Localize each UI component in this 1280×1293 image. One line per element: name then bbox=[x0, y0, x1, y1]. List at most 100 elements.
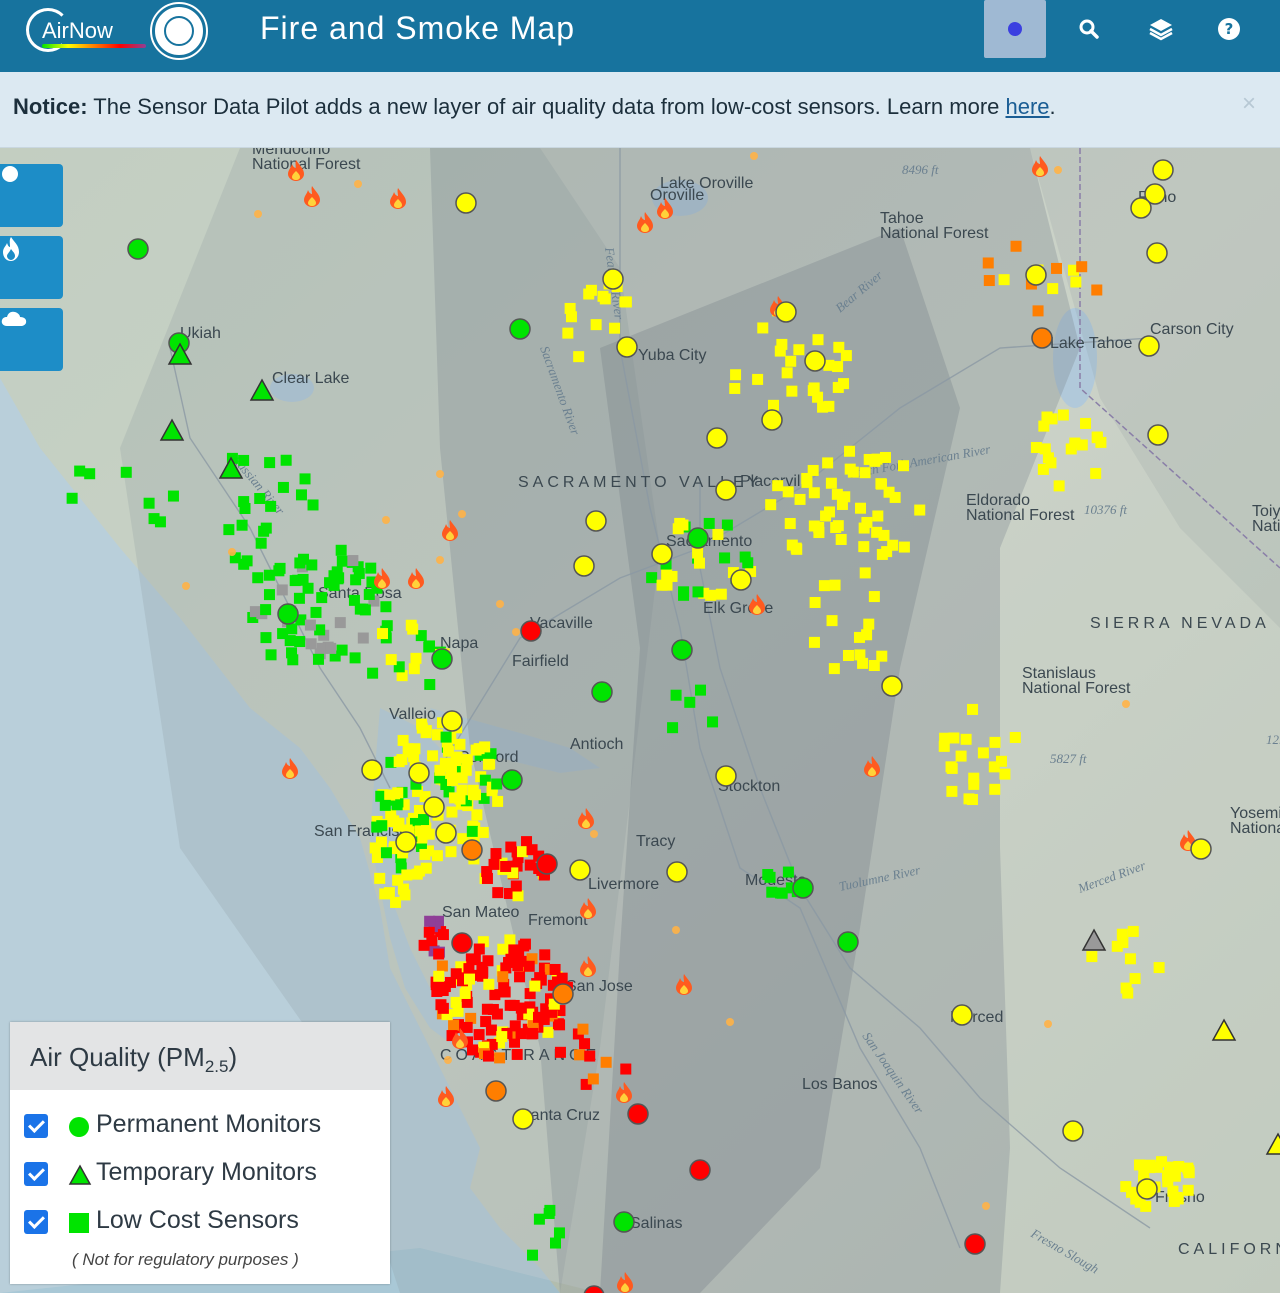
low-cost-sensor-marker[interactable] bbox=[390, 896, 402, 908]
fire-core[interactable] bbox=[1036, 167, 1044, 176]
fire-dot[interactable] bbox=[436, 470, 444, 478]
low-cost-sensor-marker[interactable] bbox=[826, 615, 838, 627]
fire-dot[interactable] bbox=[1044, 1020, 1052, 1028]
low-cost-sensor-marker[interactable] bbox=[367, 667, 379, 679]
low-cost-sensor-marker[interactable] bbox=[1162, 1176, 1174, 1188]
low-cost-sensor-marker[interactable] bbox=[859, 567, 871, 579]
low-cost-sensor-marker[interactable] bbox=[1172, 1193, 1184, 1205]
low-cost-sensor-marker[interactable] bbox=[371, 821, 383, 833]
low-cost-sensor-marker[interactable] bbox=[374, 872, 386, 884]
permanent-monitor-marker[interactable] bbox=[671, 639, 693, 661]
low-cost-sensor-marker[interactable] bbox=[511, 860, 523, 872]
low-cost-sensor-marker[interactable] bbox=[1076, 261, 1088, 273]
permanent-monitor-marker[interactable] bbox=[501, 769, 523, 791]
low-cost-sensor-marker[interactable] bbox=[661, 579, 673, 591]
low-cost-sensor-marker[interactable] bbox=[533, 850, 545, 862]
low-cost-sensor-marker[interactable] bbox=[1124, 953, 1136, 965]
low-cost-sensor-marker[interactable] bbox=[524, 859, 536, 871]
fire-icon[interactable] bbox=[864, 756, 880, 777]
low-cost-sensor-marker[interactable] bbox=[439, 757, 451, 769]
low-cost-sensor-marker[interactable] bbox=[1138, 1166, 1150, 1178]
low-cost-sensor-marker[interactable] bbox=[410, 778, 422, 790]
permanent-monitor-marker[interactable] bbox=[1025, 264, 1047, 286]
low-cost-sensor-marker[interactable] bbox=[832, 361, 844, 373]
permanent-monitor-marker[interactable] bbox=[520, 620, 542, 642]
low-cost-sensor-marker[interactable] bbox=[299, 473, 311, 485]
permanent-monitor-marker[interactable] bbox=[536, 853, 558, 875]
low-cost-sensor-marker[interactable] bbox=[369, 842, 381, 854]
low-cost-sensor-marker[interactable] bbox=[384, 789, 396, 801]
fire-dot[interactable] bbox=[672, 926, 680, 934]
low-cost-sensor-marker[interactable] bbox=[476, 961, 488, 973]
fire-flame[interactable] bbox=[438, 1086, 454, 1107]
low-cost-sensor-marker[interactable] bbox=[443, 786, 455, 798]
low-cost-sensor-marker[interactable] bbox=[277, 628, 289, 640]
low-cost-sensor-marker[interactable] bbox=[529, 980, 541, 992]
low-cost-sensor-marker[interactable] bbox=[512, 960, 524, 972]
low-cost-sensor-marker[interactable] bbox=[229, 552, 241, 564]
low-cost-sensor-marker[interactable] bbox=[469, 954, 481, 966]
low-cost-sensor-marker[interactable] bbox=[399, 889, 411, 901]
fire-flame[interactable] bbox=[408, 568, 424, 589]
fire-dot[interactable] bbox=[982, 1202, 990, 1210]
low-cost-sensor-marker[interactable] bbox=[853, 631, 865, 643]
low-cost-sensor-marker[interactable] bbox=[939, 732, 951, 744]
low-cost-sensor-marker[interactable] bbox=[532, 1011, 544, 1023]
temporary-monitor-marker[interactable] bbox=[1081, 928, 1107, 951]
low-cost-sensor-marker[interactable] bbox=[1086, 951, 1098, 963]
low-cost-sensor-marker[interactable] bbox=[433, 970, 445, 982]
low-cost-sensor-marker[interactable] bbox=[554, 1019, 566, 1031]
low-cost-sensor-marker[interactable] bbox=[1070, 276, 1082, 288]
low-cost-sensor-marker[interactable] bbox=[416, 832, 428, 844]
low-cost-sensor-marker[interactable] bbox=[305, 638, 317, 650]
low-cost-sensor-marker[interactable] bbox=[995, 755, 1007, 767]
location-button[interactable] bbox=[984, 0, 1046, 58]
low-cost-sensor-marker[interactable] bbox=[1045, 457, 1057, 469]
low-cost-sensor-marker[interactable] bbox=[1030, 441, 1042, 453]
fire-icon[interactable] bbox=[617, 1272, 633, 1293]
low-cost-sensor-marker[interactable] bbox=[875, 478, 887, 490]
fire-icon[interactable] bbox=[657, 198, 673, 219]
low-cost-sensor-marker[interactable] bbox=[1076, 439, 1088, 451]
low-cost-sensor-marker[interactable] bbox=[497, 943, 509, 955]
monitors-toggle-button[interactable] bbox=[0, 164, 63, 227]
low-cost-sensor-marker[interactable] bbox=[872, 510, 884, 522]
low-cost-sensor-marker[interactable] bbox=[512, 890, 524, 902]
low-cost-sensor-marker[interactable] bbox=[1057, 409, 1069, 421]
permanent-monitor-marker[interactable] bbox=[775, 301, 797, 323]
low-cost-sensor-marker[interactable] bbox=[450, 755, 462, 767]
low-cost-sensor-marker[interactable] bbox=[84, 468, 96, 480]
fire-dot[interactable] bbox=[444, 1056, 452, 1064]
temporary-monitor-marker[interactable] bbox=[1265, 1132, 1280, 1155]
low-cost-sensor-marker[interactable] bbox=[447, 775, 459, 787]
low-cost-sensor-marker[interactable] bbox=[379, 888, 391, 900]
low-cost-sensor-marker[interactable] bbox=[1053, 480, 1065, 492]
low-cost-sensor-marker[interactable] bbox=[482, 758, 494, 770]
low-cost-sensor-marker[interactable] bbox=[488, 858, 500, 870]
low-cost-sensor-marker[interactable] bbox=[468, 832, 480, 844]
low-cost-sensor-marker[interactable] bbox=[1090, 467, 1102, 479]
low-cost-sensor-marker[interactable] bbox=[154, 516, 166, 528]
low-cost-sensor-marker[interactable] bbox=[482, 955, 494, 967]
low-cost-sensor-marker[interactable] bbox=[503, 887, 515, 899]
low-cost-sensor-marker[interactable] bbox=[948, 732, 960, 744]
permanent-monitor-marker[interactable] bbox=[423, 796, 445, 818]
low-cost-sensor-marker[interactable] bbox=[785, 355, 797, 367]
permanent-monitor-marker[interactable] bbox=[585, 510, 607, 532]
low-cost-sensor-marker[interactable] bbox=[858, 522, 870, 534]
low-cost-sensor-marker[interactable] bbox=[454, 738, 466, 750]
low-cost-sensor-marker[interactable] bbox=[461, 996, 473, 1008]
low-cost-sensor-marker[interactable] bbox=[349, 652, 361, 664]
low-cost-sensor-marker[interactable] bbox=[366, 576, 378, 588]
low-cost-sensor-marker[interactable] bbox=[492, 795, 504, 807]
fire-core[interactable] bbox=[641, 223, 649, 232]
fire-flame[interactable] bbox=[304, 186, 320, 207]
low-cost-sensor-marker[interactable] bbox=[508, 999, 520, 1011]
low-cost-sensor-marker[interactable] bbox=[415, 630, 427, 642]
low-cost-sensor-marker[interactable] bbox=[793, 344, 805, 356]
low-cost-sensor-marker[interactable] bbox=[263, 569, 275, 581]
fire-core[interactable] bbox=[680, 985, 688, 994]
low-cost-sensor-marker[interactable] bbox=[436, 960, 448, 972]
low-cost-sensor-marker[interactable] bbox=[808, 487, 820, 499]
low-cost-sensor-marker[interactable] bbox=[801, 472, 813, 484]
